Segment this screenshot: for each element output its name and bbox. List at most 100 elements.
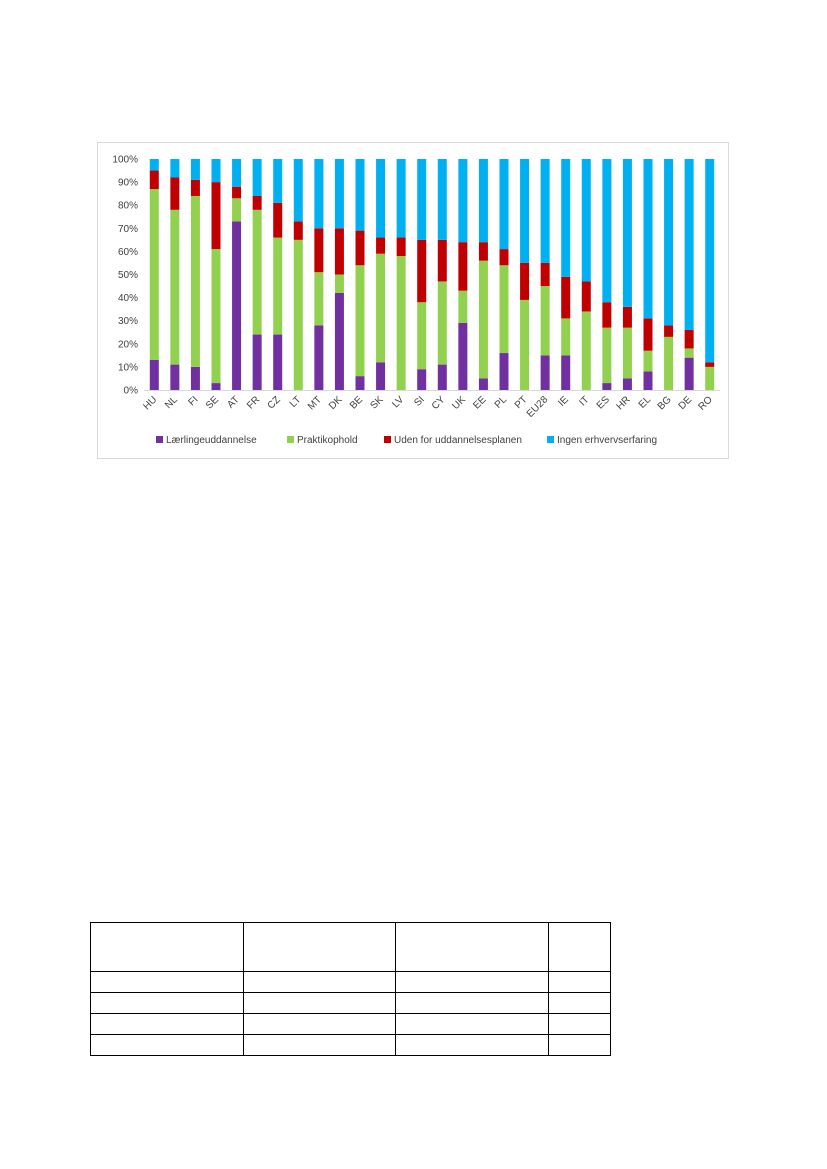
- bar-segment: [149, 159, 159, 171]
- bar-segment: [355, 376, 365, 390]
- bar-segment: [458, 159, 468, 243]
- bar-segment: [561, 355, 571, 390]
- table-cell: [243, 1013, 396, 1035]
- bar-segment: [622, 378, 632, 390]
- x-tick-label: PL: [493, 394, 510, 411]
- bar-segment: [376, 159, 386, 238]
- bar-segment: [149, 189, 159, 360]
- bar-segment: [499, 249, 509, 266]
- x-tick-label: SI: [412, 394, 426, 408]
- bar-segment: [458, 323, 468, 390]
- bar-segment: [602, 302, 612, 328]
- bar-segment: [643, 159, 653, 319]
- legend-swatch: [547, 436, 554, 443]
- bar-segment: [355, 159, 365, 231]
- x-tick-label: SE: [204, 394, 221, 411]
- bar-segment: [334, 228, 344, 275]
- bar-segment: [334, 292, 344, 390]
- y-tick-label: 40%: [118, 293, 138, 304]
- bar-segment: [232, 159, 242, 187]
- bar-segment: [376, 237, 386, 254]
- bar-segment: [540, 355, 550, 390]
- x-tick-label: FR: [245, 394, 262, 411]
- bar-segment: [540, 159, 550, 263]
- bars: [149, 159, 715, 390]
- bar-segment: [396, 237, 406, 257]
- x-tick-label: MT: [306, 394, 324, 412]
- bar-segment: [561, 318, 571, 356]
- bar-segment: [581, 281, 591, 312]
- y-axis: 0% 10% 20% 30% 40% 50% 60% 70% 80% 90% 100%: [112, 155, 138, 397]
- table-cell: [90, 992, 244, 1014]
- table-cell: [90, 971, 244, 993]
- bar-segment: [622, 159, 632, 307]
- table-cell: [548, 992, 611, 1014]
- bar-segment: [417, 159, 427, 240]
- chart-frame: 0% 10% 20% 30% 40% 50% 60% 70% 80% 90% 100% HU NL FI…: [97, 142, 729, 459]
- table-cell: [395, 992, 549, 1014]
- x-tick-label: IE: [556, 394, 571, 409]
- bar-segment: [252, 159, 262, 196]
- bar-segment: [478, 378, 488, 390]
- x-tick-label: DE: [677, 394, 695, 412]
- bar-segment: [190, 195, 200, 367]
- bar-segment: [417, 302, 427, 370]
- bar-segment: [376, 362, 386, 390]
- bar-segment: [293, 221, 303, 240]
- bar-segment: [664, 325, 674, 337]
- bar-segment: [314, 228, 324, 273]
- x-tick-label: EE: [471, 394, 488, 411]
- table-cell: [548, 1013, 611, 1035]
- x-tick-label: AT: [225, 394, 241, 410]
- table-cell: [395, 922, 549, 972]
- table-cell: [548, 922, 611, 972]
- bar-segment: [520, 262, 530, 300]
- bar-segment: [478, 242, 488, 261]
- bar-segment: [170, 177, 180, 210]
- bar-segment: [520, 299, 530, 390]
- legend: Lærlingeuddannelse Praktikophold Uden for …: [156, 435, 657, 446]
- table-cell: [243, 992, 396, 1014]
- bar-segment: [232, 198, 242, 222]
- bar-segment: [499, 265, 509, 354]
- bar-segment: [684, 348, 694, 358]
- bar-segment: [499, 159, 509, 250]
- table-cell: [548, 971, 611, 993]
- bar-segment: [314, 272, 324, 326]
- bar-segment: [211, 159, 221, 183]
- bar-segment: [273, 334, 283, 390]
- bar-segment: [684, 329, 694, 349]
- x-tick-label: UK: [450, 394, 468, 412]
- bar-segment: [602, 159, 612, 303]
- bar-segment: [684, 159, 694, 330]
- x-tick-label: ES: [595, 394, 612, 411]
- stacked-bar-chart: 0% 10% 20% 30% 40% 50% 60% 70% 80% 90% 100% HU NL FI…: [112, 155, 720, 446]
- x-tick-label: DK: [327, 394, 345, 412]
- legend-swatch: [156, 436, 163, 443]
- bar-segment: [252, 209, 262, 335]
- bar-segment: [273, 202, 283, 238]
- bar-segment: [643, 318, 653, 351]
- x-axis: HU NL FI SE AT FR CZ LT MT DK BE SK LV SI CY UK EE PL PTEU…: [141, 390, 720, 420]
- bar-segment: [499, 353, 509, 390]
- bar-segment: [561, 276, 571, 319]
- bar-segment: [705, 366, 715, 390]
- legend-label: Ingen erhvervserfaring: [557, 435, 657, 446]
- bar-segment: [458, 290, 468, 324]
- table-cell: [243, 1034, 396, 1056]
- bar-segment: [376, 253, 386, 363]
- y-tick-label: 90%: [118, 178, 138, 189]
- x-tick-label: FI: [186, 394, 200, 408]
- bar-segment: [417, 239, 427, 303]
- bar-segment: [355, 230, 365, 266]
- x-tick-label: IT: [577, 394, 591, 408]
- y-tick-label: 60%: [118, 247, 138, 258]
- bar-segment: [664, 159, 674, 326]
- bar-segment: [622, 306, 632, 328]
- bar-segment: [232, 186, 242, 199]
- bar-segment: [437, 159, 447, 240]
- bar-segment: [540, 286, 550, 356]
- bar-segment: [211, 182, 221, 250]
- bar-segment: [314, 159, 324, 229]
- bar-segment: [705, 362, 715, 367]
